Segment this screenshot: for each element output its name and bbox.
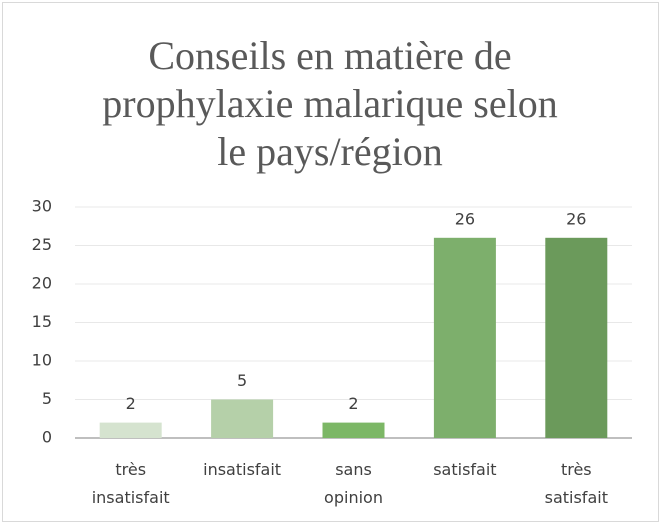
data-label: 2 [348, 394, 358, 413]
x-tick-label: très satisfait [545, 460, 608, 507]
x-tick-label: sans opinion [324, 460, 383, 507]
y-tick-label: 20 [32, 274, 52, 293]
y-tick-label: 10 [32, 351, 52, 370]
bar [99, 422, 162, 438]
bar [211, 399, 274, 438]
chart-title: Conseils en matière de prophylaxie malar… [102, 33, 558, 174]
data-label: 26 [566, 209, 586, 228]
y-tick-label: 30 [32, 197, 52, 216]
y-tick-label: 15 [32, 312, 52, 331]
bar [545, 237, 608, 438]
bar [322, 422, 385, 438]
y-tick-label: 5 [42, 389, 52, 408]
y-tick-label: 0 [42, 428, 52, 447]
bar [433, 237, 496, 438]
data-label: 5 [237, 371, 247, 390]
y-tick-label: 25 [32, 235, 52, 254]
x-tick-label: insatisfait [203, 460, 281, 479]
data-label: 2 [126, 394, 136, 413]
data-label: 26 [455, 209, 475, 228]
x-tick-label: satisfait [433, 460, 496, 479]
x-tick-label: très insatisfait [92, 460, 170, 507]
